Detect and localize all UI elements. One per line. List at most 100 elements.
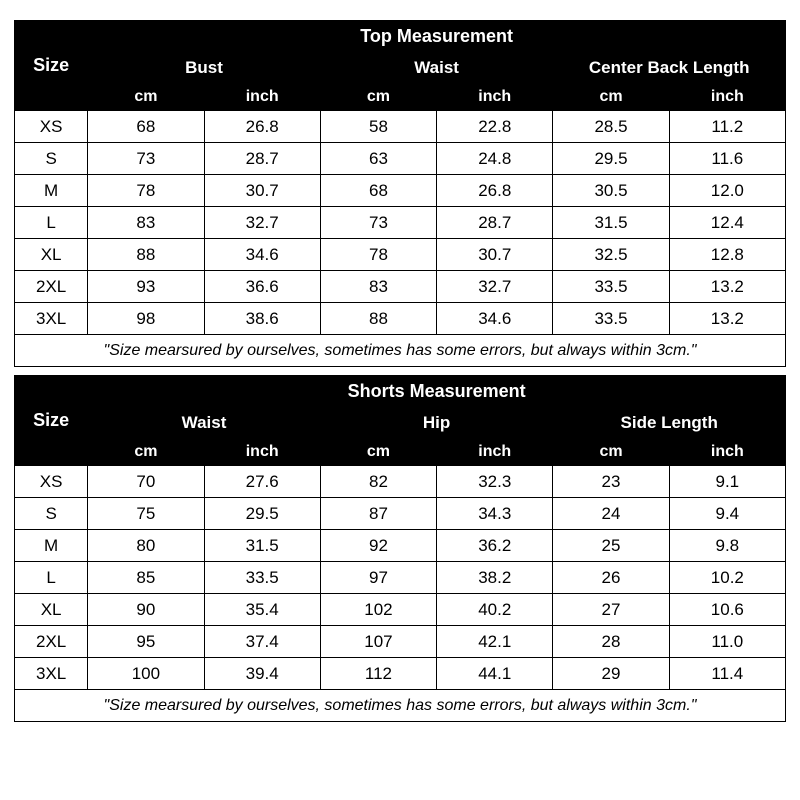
value-cell: 25 — [553, 530, 669, 562]
size-cell: L — [15, 207, 88, 239]
value-cell: 93 — [88, 271, 204, 303]
size-cell: 3XL — [15, 303, 88, 335]
group-header: Hip — [320, 408, 553, 438]
unit-header: cm — [553, 438, 669, 466]
value-cell: 30.5 — [553, 175, 669, 207]
value-cell: 40.2 — [437, 594, 553, 626]
value-cell: 30.7 — [437, 239, 553, 271]
unit-header: inch — [437, 83, 553, 111]
value-cell: 11.2 — [669, 111, 785, 143]
group-header: Side Length — [553, 408, 786, 438]
value-cell: 9.8 — [669, 530, 785, 562]
size-cell: XS — [15, 466, 88, 498]
value-cell: 36.6 — [204, 271, 320, 303]
value-cell: 28.7 — [204, 143, 320, 175]
value-cell: 98 — [88, 303, 204, 335]
size-cell: M — [15, 175, 88, 207]
table-row: 2XL9336.68332.733.513.2 — [15, 271, 786, 303]
value-cell: 23 — [553, 466, 669, 498]
value-cell: 68 — [320, 175, 436, 207]
value-cell: 26.8 — [204, 111, 320, 143]
value-cell: 70 — [88, 466, 204, 498]
shorts-measurement-table: Size Shorts Measurement Waist Hip Side L… — [14, 375, 786, 722]
value-cell: 34.6 — [437, 303, 553, 335]
value-cell: 28.7 — [437, 207, 553, 239]
unit-header: cm — [320, 438, 436, 466]
value-cell: 32.3 — [437, 466, 553, 498]
value-cell: 29.5 — [204, 498, 320, 530]
value-cell: 78 — [320, 239, 436, 271]
value-cell: 32.7 — [437, 271, 553, 303]
value-cell: 29.5 — [553, 143, 669, 175]
shorts-title: Shorts Measurement — [88, 376, 786, 408]
value-cell: 31.5 — [204, 530, 320, 562]
value-cell: 33.5 — [553, 271, 669, 303]
value-cell: 85 — [88, 562, 204, 594]
value-cell: 80 — [88, 530, 204, 562]
group-header: Bust — [88, 53, 321, 83]
value-cell: 28 — [553, 626, 669, 658]
unit-header: cm — [88, 438, 204, 466]
size-cell: XL — [15, 239, 88, 271]
value-cell: 24.8 — [437, 143, 553, 175]
value-cell: 27 — [553, 594, 669, 626]
value-cell: 92 — [320, 530, 436, 562]
value-cell: 32.7 — [204, 207, 320, 239]
value-cell: 78 — [88, 175, 204, 207]
value-cell: 107 — [320, 626, 436, 658]
value-cell: 88 — [88, 239, 204, 271]
value-cell: 26.8 — [437, 175, 553, 207]
value-cell: 39.4 — [204, 658, 320, 690]
size-cell: XL — [15, 594, 88, 626]
value-cell: 24 — [553, 498, 669, 530]
size-header: Size — [15, 376, 88, 466]
table-row: 2XL9537.410742.12811.0 — [15, 626, 786, 658]
value-cell: 26 — [553, 562, 669, 594]
unit-header: cm — [320, 83, 436, 111]
table-row: S7328.76324.829.511.6 — [15, 143, 786, 175]
value-cell: 10.6 — [669, 594, 785, 626]
unit-header: cm — [553, 83, 669, 111]
top-title: Top Measurement — [88, 21, 786, 53]
unit-header: inch — [669, 83, 785, 111]
value-cell: 29 — [553, 658, 669, 690]
table-row: 3XL10039.411244.12911.4 — [15, 658, 786, 690]
footnote: "Size mearsured by ourselves, sometimes … — [15, 335, 786, 367]
table-row: XS7027.68232.3239.1 — [15, 466, 786, 498]
group-header: Waist — [88, 408, 321, 438]
value-cell: 31.5 — [553, 207, 669, 239]
value-cell: 82 — [320, 466, 436, 498]
size-cell: S — [15, 143, 88, 175]
value-cell: 13.2 — [669, 271, 785, 303]
unit-header: inch — [204, 438, 320, 466]
size-cell: 3XL — [15, 658, 88, 690]
value-cell: 13.2 — [669, 303, 785, 335]
value-cell: 35.4 — [204, 594, 320, 626]
value-cell: 87 — [320, 498, 436, 530]
table-row: M7830.76826.830.512.0 — [15, 175, 786, 207]
size-cell: L — [15, 562, 88, 594]
value-cell: 12.8 — [669, 239, 785, 271]
table-row: L8332.77328.731.512.4 — [15, 207, 786, 239]
value-cell: 38.2 — [437, 562, 553, 594]
value-cell: 12.4 — [669, 207, 785, 239]
size-cell: M — [15, 530, 88, 562]
unit-header: inch — [437, 438, 553, 466]
size-cell: XS — [15, 111, 88, 143]
size-cell: S — [15, 498, 88, 530]
size-cell: 2XL — [15, 271, 88, 303]
value-cell: 73 — [88, 143, 204, 175]
value-cell: 100 — [88, 658, 204, 690]
value-cell: 11.0 — [669, 626, 785, 658]
value-cell: 97 — [320, 562, 436, 594]
value-cell: 34.3 — [437, 498, 553, 530]
table-row: XL8834.67830.732.512.8 — [15, 239, 786, 271]
value-cell: 30.7 — [204, 175, 320, 207]
value-cell: 38.6 — [204, 303, 320, 335]
value-cell: 22.8 — [437, 111, 553, 143]
value-cell: 10.2 — [669, 562, 785, 594]
value-cell: 112 — [320, 658, 436, 690]
value-cell: 88 — [320, 303, 436, 335]
size-cell: 2XL — [15, 626, 88, 658]
value-cell: 33.5 — [553, 303, 669, 335]
